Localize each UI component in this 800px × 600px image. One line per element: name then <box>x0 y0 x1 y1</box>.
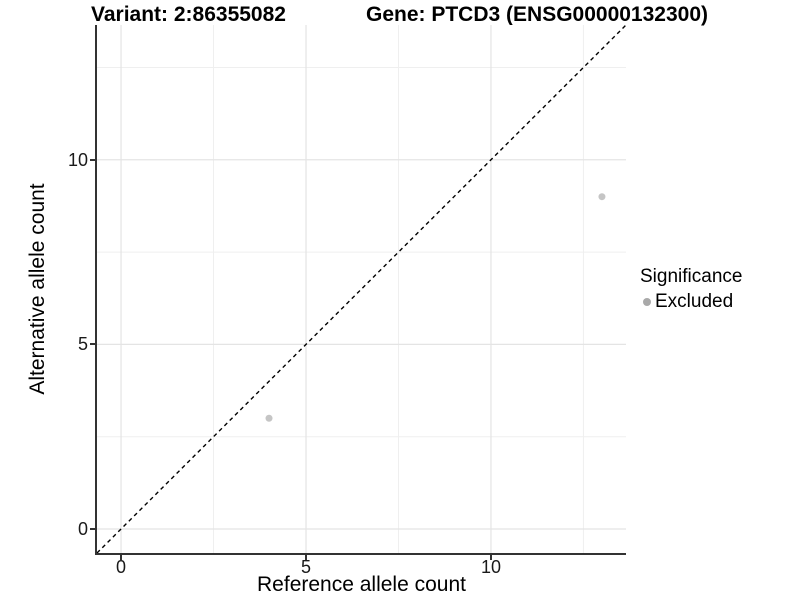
plot-area-canvas <box>97 25 626 553</box>
gene-title: Gene: PTCD3 (ENSG00000132300) <box>366 3 708 26</box>
variant-title: Variant: 2:86355082 <box>91 3 286 26</box>
legend-title: Significance <box>640 266 743 287</box>
y-tick-label: 5 <box>77 334 88 355</box>
y-tick-mark <box>90 528 95 530</box>
x-tick-mark <box>120 555 123 560</box>
legend-point-icon <box>643 298 651 306</box>
x-tick-mark <box>305 555 307 560</box>
data-point <box>598 193 606 201</box>
x-tick-mark <box>489 555 492 560</box>
data-point <box>265 414 273 422</box>
y-tick-mark <box>90 343 95 346</box>
legend: Significance Excluded <box>640 266 742 313</box>
x-tick-label: 5 <box>300 557 311 577</box>
legend-item-excluded: Excluded <box>640 291 742 313</box>
legend-item-label: Excluded <box>655 291 734 312</box>
y-axis-title: Alternative allele count <box>26 183 49 395</box>
y-tick-label: 0 <box>77 519 88 539</box>
x-axis-title: Reference allele count <box>257 573 466 596</box>
identity-line <box>97 25 626 553</box>
y-tick-mark <box>90 158 95 161</box>
x-tick-label: 10 <box>480 557 501 577</box>
plot-panel <box>95 25 626 555</box>
x-tick-label: 0 <box>116 557 127 577</box>
y-tick-label: 10 <box>67 149 88 170</box>
